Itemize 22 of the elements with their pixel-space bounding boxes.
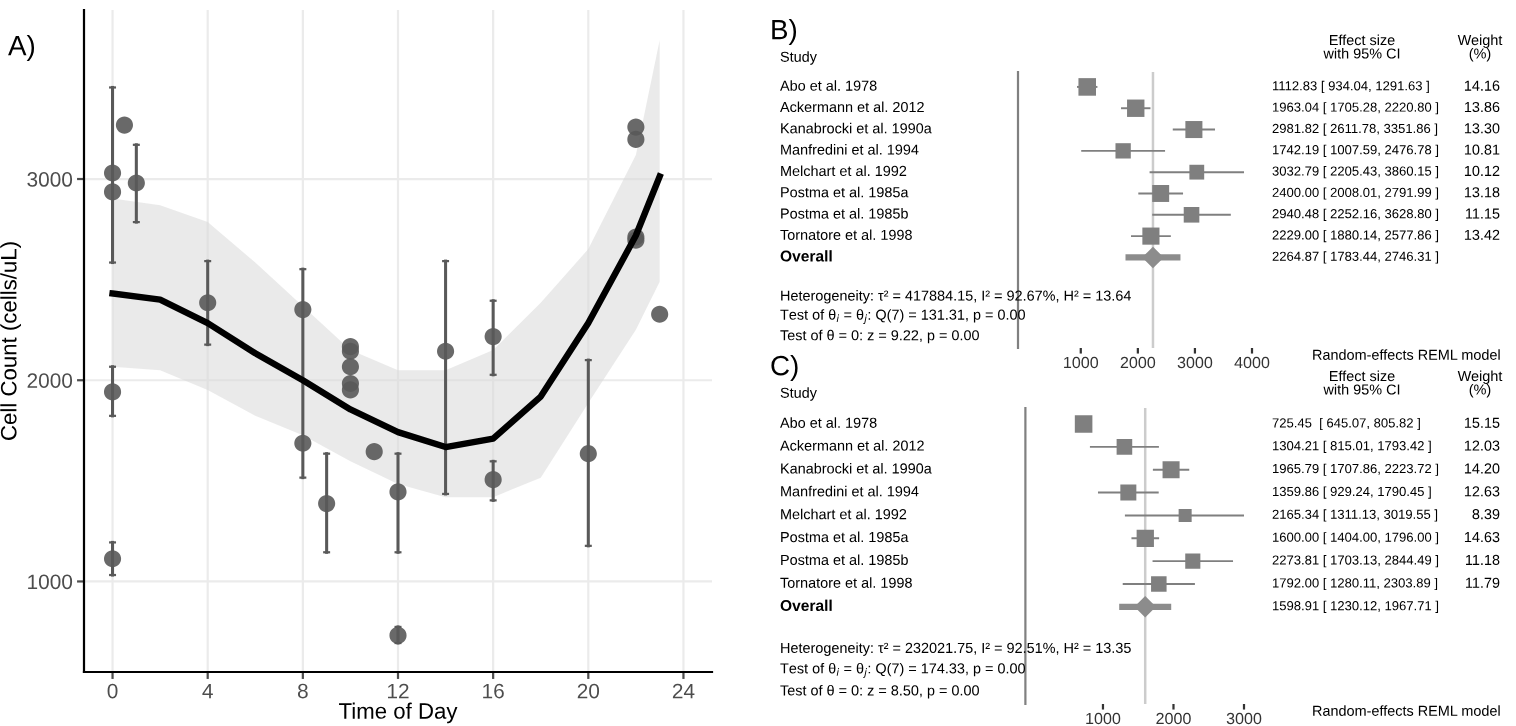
x-tick-label: 2000 <box>1120 356 1156 369</box>
text: B) <box>772 19 797 45</box>
x-tick-label: 1000 <box>1064 356 1099 369</box>
x-tick-label: 1000 <box>1086 712 1121 725</box>
text: C) <box>771 355 798 381</box>
x-tick-label: 20 <box>577 683 600 699</box>
x-tick-label: 3000 <box>1226 712 1262 725</box>
x-tick-label: 12 <box>388 683 409 699</box>
x-tick-label: 2000 <box>1156 712 1191 725</box>
x-tick-label: 24 <box>672 683 695 699</box>
y-tick-label: 1000 <box>28 574 73 590</box>
x-tick-label: 8 <box>297 683 308 699</box>
text: A) <box>8 35 35 61</box>
x-tick-label: 16 <box>483 683 504 699</box>
y-tick-label: 2000 <box>27 373 73 388</box>
x-axis-title: Time of Day <box>339 702 458 724</box>
y-tick-label: 3000 <box>27 172 73 187</box>
x-tick-label: 4000 <box>1234 356 1270 369</box>
x-tick-label: 4 <box>202 683 213 699</box>
x-tick-label: 0 <box>107 683 118 699</box>
x-tick-label: 3000 <box>1177 356 1213 369</box>
y-axis-title: Cell Count (cells/uL) <box>0 242 21 440</box>
